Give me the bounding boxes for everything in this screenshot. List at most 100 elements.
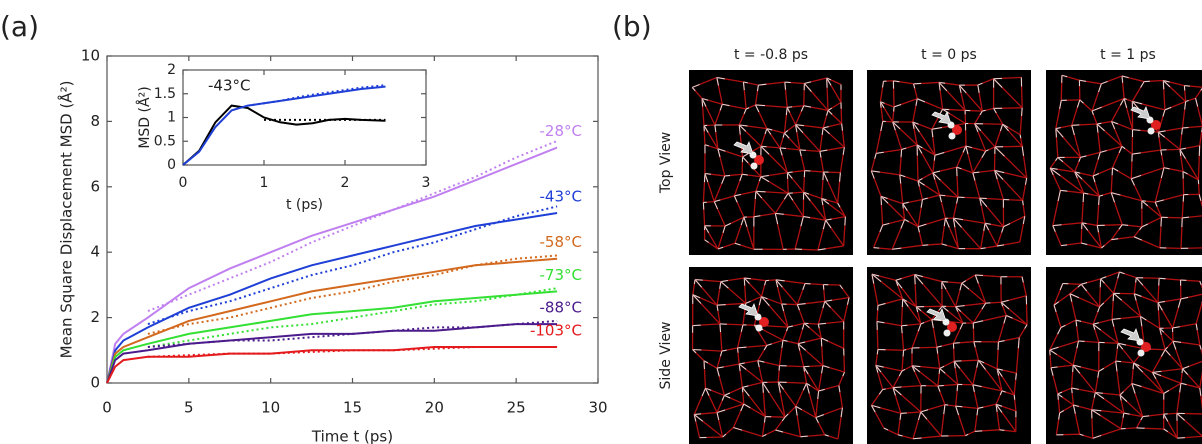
hbond: [1071, 387, 1079, 390]
hbond: [1049, 349, 1058, 355]
hbond: [901, 147, 907, 150]
fit-line: [147, 140, 558, 313]
hbond: [899, 174, 906, 178]
hbond: [941, 281, 947, 290]
hbond: [1163, 428, 1169, 433]
hbond: [1118, 146, 1123, 153]
hbond: [817, 324, 820, 329]
snapshot: [689, 267, 853, 444]
y-tick-label: 0: [90, 374, 100, 392]
hbond: [762, 382, 770, 394]
hbond: [920, 322, 925, 325]
hbond: [733, 427, 743, 431]
hbond: [997, 368, 1004, 371]
hbond: [975, 274, 983, 276]
hbond: [1140, 416, 1144, 421]
hbond: [1180, 296, 1189, 300]
hbond: [996, 368, 1003, 377]
hbond: [955, 405, 960, 416]
hbond: [1172, 326, 1180, 329]
hbond: [977, 406, 984, 409]
hbond: [959, 283, 963, 291]
hbond: [871, 273, 882, 282]
hbond: [1092, 173, 1100, 177]
hbond: [803, 83, 812, 92]
hbond: [760, 145, 770, 155]
hbond: [1078, 157, 1082, 162]
hbond: [777, 381, 784, 390]
hbond: [994, 170, 1004, 180]
hydrogen: [1137, 349, 1145, 357]
hbond: [721, 395, 725, 401]
hbond: [1157, 301, 1165, 304]
hbond: [1050, 367, 1054, 376]
hbond: [956, 166, 962, 170]
hbond: [1134, 293, 1142, 297]
series-label: -58°C: [540, 233, 582, 251]
hbond: [993, 78, 1003, 88]
hbond: [1162, 109, 1166, 117]
hbond: [775, 279, 785, 282]
y-axis-label: Mean Square Displacement MSD (Å²): [57, 81, 76, 359]
hbond: [716, 305, 719, 311]
hbond: [1195, 97, 1199, 107]
hbond: [1111, 238, 1119, 241]
hbond: [1050, 366, 1058, 369]
hbond: [1151, 372, 1157, 379]
x-tick-label: 20: [425, 399, 444, 417]
hbond: [1119, 391, 1124, 396]
hbond: [895, 278, 902, 281]
hbond: [1053, 301, 1060, 306]
hbond: [817, 248, 826, 251]
hbond: [1049, 167, 1061, 177]
hbond: [719, 323, 722, 333]
hbond: [1072, 364, 1081, 374]
hbond: [1073, 404, 1080, 407]
hbond: [955, 405, 963, 408]
hbond: [933, 155, 936, 161]
hbond: [1184, 101, 1187, 110]
hbond: [1113, 292, 1122, 301]
hbond: [1131, 383, 1136, 394]
hbond: [755, 190, 766, 193]
arrow: [1130, 105, 1151, 120]
hbond: [1185, 100, 1189, 103]
hbond: [1055, 128, 1057, 138]
hbond: [985, 149, 989, 152]
hbond: [841, 123, 843, 131]
hbond: [981, 150, 987, 158]
hbond: [1057, 327, 1062, 335]
hbond: [1117, 342, 1124, 350]
hbond: [892, 121, 901, 130]
hbond: [760, 176, 770, 183]
hbond: [917, 178, 923, 182]
hbond: [758, 83, 767, 86]
hydrogen: [1147, 127, 1155, 135]
hbond: [761, 296, 770, 307]
hydrogen: [948, 132, 956, 140]
hbond: [795, 406, 798, 416]
hbond: [1017, 337, 1020, 349]
hbond: [775, 212, 784, 215]
x-tick-label: 2: [341, 175, 350, 191]
hbond: [920, 409, 929, 413]
oxygen: [1151, 120, 1161, 130]
hbond: [880, 195, 889, 204]
hbond: [742, 385, 749, 388]
hbond: [720, 280, 728, 283]
hbond: [938, 305, 943, 311]
y-tick-label: 0.5: [154, 133, 176, 149]
y-axis-label: MSD (Å²): [136, 86, 153, 148]
hbond: [943, 218, 946, 227]
hbond: [783, 192, 789, 200]
panel-label: (a): [0, 10, 39, 43]
hbond: [922, 197, 928, 200]
hbond: [917, 226, 920, 233]
hbond: [982, 109, 986, 112]
hbond: [716, 366, 724, 369]
hbond: [722, 103, 730, 107]
hbond: [993, 108, 997, 114]
hbond: [743, 217, 748, 227]
hbond: [742, 81, 745, 91]
hbond: [953, 360, 961, 369]
